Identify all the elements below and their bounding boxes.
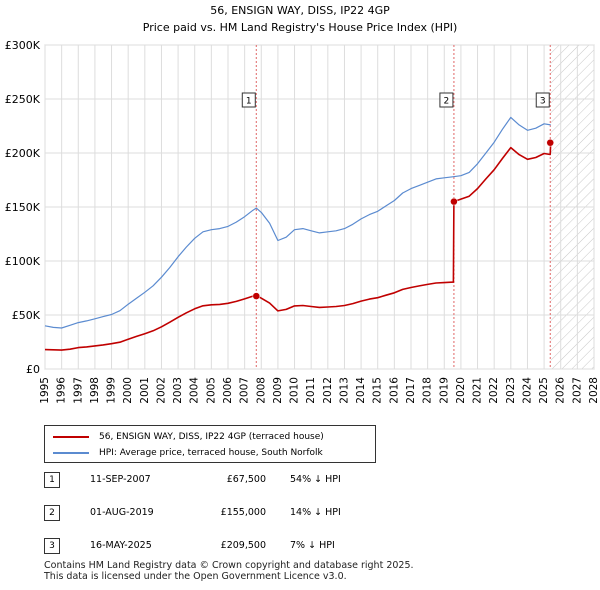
x-tick-label: 2009	[272, 377, 284, 404]
chart-subtitle: Price paid vs. HM Land Registry's House …	[143, 21, 458, 34]
x-tick-label: 2012	[322, 377, 334, 404]
legend-item-hpi: HPI: Average price, terraced house, Sout…	[53, 446, 323, 460]
x-tick-label: 2024	[521, 377, 533, 404]
x-tick-label: 2002	[155, 377, 167, 404]
footer-line-2: This data is licensed under the Open Gov…	[44, 571, 347, 582]
x-tick-label: 2003	[172, 377, 184, 404]
y-tick-label: £50K	[12, 309, 41, 322]
sale-number-badge: 2	[44, 505, 60, 521]
y-tick-label: £200K	[5, 147, 41, 160]
y-tick-label: £150K	[5, 201, 41, 214]
footer-attribution: Contains HM Land Registry data © Crown c…	[44, 560, 414, 582]
sale-date: 11-SEP-2007	[90, 474, 151, 485]
sale-row: 2 01-AUG-2019 £155,000 14% ↓ HPI	[44, 505, 384, 523]
legend-label-hpi: HPI: Average price, terraced house, Sout…	[99, 448, 323, 458]
x-tick-label: 1996	[56, 377, 68, 404]
x-tick-label: 2016	[388, 377, 400, 404]
y-tick-label: £250K	[5, 93, 41, 106]
transaction-marker	[450, 197, 458, 206]
transaction-label-box	[439, 92, 454, 108]
x-tick-label: 2007	[239, 377, 251, 404]
legend-item-property: 56, ENSIGN WAY, DISS, IP22 4GP (terraced…	[53, 430, 324, 444]
legend-swatch-hpi	[53, 452, 89, 454]
x-tick-label: 2023	[505, 377, 517, 404]
sale-price: £67,500	[226, 474, 266, 485]
x-tick-label: 2000	[122, 377, 134, 404]
x-tick-label: 2015	[372, 377, 384, 404]
transaction-label: 1	[246, 97, 252, 107]
sale-price: £209,500	[220, 540, 266, 551]
footer-line-1: Contains HM Land Registry data © Crown c…	[44, 560, 414, 571]
sale-price: £155,000	[220, 507, 266, 518]
transaction-label-box	[241, 92, 256, 108]
transaction-markers: 1 2 3	[241, 92, 554, 300]
x-tick-label: 2020	[455, 377, 467, 404]
transaction-marker	[252, 292, 261, 300]
sale-hpi-diff: 54% ↓ HPI	[290, 474, 341, 485]
y-axis: £0 £50K £100K £150K £200K £250K £300K	[5, 39, 41, 376]
x-tick-label: 2014	[355, 377, 367, 404]
x-tick-label: 2004	[189, 377, 201, 404]
x-tick-label: 2026	[555, 377, 567, 404]
x-tick-label: 1997	[72, 377, 84, 404]
legend: 56, ENSIGN WAY, DISS, IP22 4GP (terraced…	[44, 425, 376, 463]
x-tick-label: 2018	[422, 377, 434, 404]
transaction-label: 3	[540, 97, 546, 107]
x-tick-label: 2006	[222, 377, 234, 404]
x-tick-label: 2001	[139, 377, 151, 404]
series-layer	[44, 116, 552, 351]
x-tick-label: 1998	[89, 377, 101, 404]
sale-date: 16-MAY-2025	[90, 540, 152, 551]
sale-hpi-diff: 14% ↓ HPI	[290, 507, 341, 518]
legend-swatch-property	[53, 436, 89, 438]
x-tick-label: 2008	[255, 377, 267, 404]
x-tick-label: 1995	[39, 377, 51, 404]
hpi-series-line	[44, 116, 551, 329]
sale-row: 3 16-MAY-2025 £209,500 7% ↓ HPI	[44, 538, 384, 556]
transaction-marker	[546, 138, 554, 147]
sale-date: 01-AUG-2019	[90, 507, 154, 518]
x-tick-label: 2021	[472, 377, 484, 404]
x-tick-label: 2022	[488, 377, 500, 404]
property-series-line	[44, 142, 552, 351]
transaction-label-box	[535, 92, 550, 108]
sale-row: 1 11-SEP-2007 £67,500 54% ↓ HPI	[44, 472, 384, 490]
price-chart: 56, ENSIGN WAY, DISS, IP22 4GP Price pai…	[5, 4, 600, 404]
y-tick-label: £300K	[5, 39, 41, 52]
x-tick-label: 2019	[438, 377, 450, 404]
sale-number-badge: 3	[44, 538, 60, 554]
legend-label-property: 56, ENSIGN WAY, DISS, IP22 4GP (terraced…	[99, 432, 324, 442]
x-tick-label: 2010	[289, 377, 301, 404]
x-axis: 1995 1996 1997 1998 1999 2000 2001 2002 2003 2004…	[39, 377, 600, 404]
x-tick-label: 2017	[405, 377, 417, 404]
sale-hpi-diff: 7% ↓ HPI	[290, 540, 335, 551]
chart-title: 56, ENSIGN WAY, DISS, IP22 4GP	[210, 4, 390, 17]
y-tick-label: £0	[26, 363, 40, 376]
sale-number-badge: 1	[44, 472, 60, 488]
x-tick-label: 2028	[588, 377, 600, 404]
x-tick-label: 2005	[205, 377, 217, 404]
x-tick-label: 2013	[338, 377, 350, 404]
x-tick-label: 2027	[571, 377, 583, 404]
x-tick-label: 2025	[538, 377, 550, 404]
transaction-label: 2	[444, 97, 450, 107]
grid	[44, 44, 595, 370]
y-tick-label: £100K	[5, 255, 41, 268]
x-tick-label: 2011	[305, 377, 317, 404]
x-tick-label: 1999	[106, 377, 118, 404]
